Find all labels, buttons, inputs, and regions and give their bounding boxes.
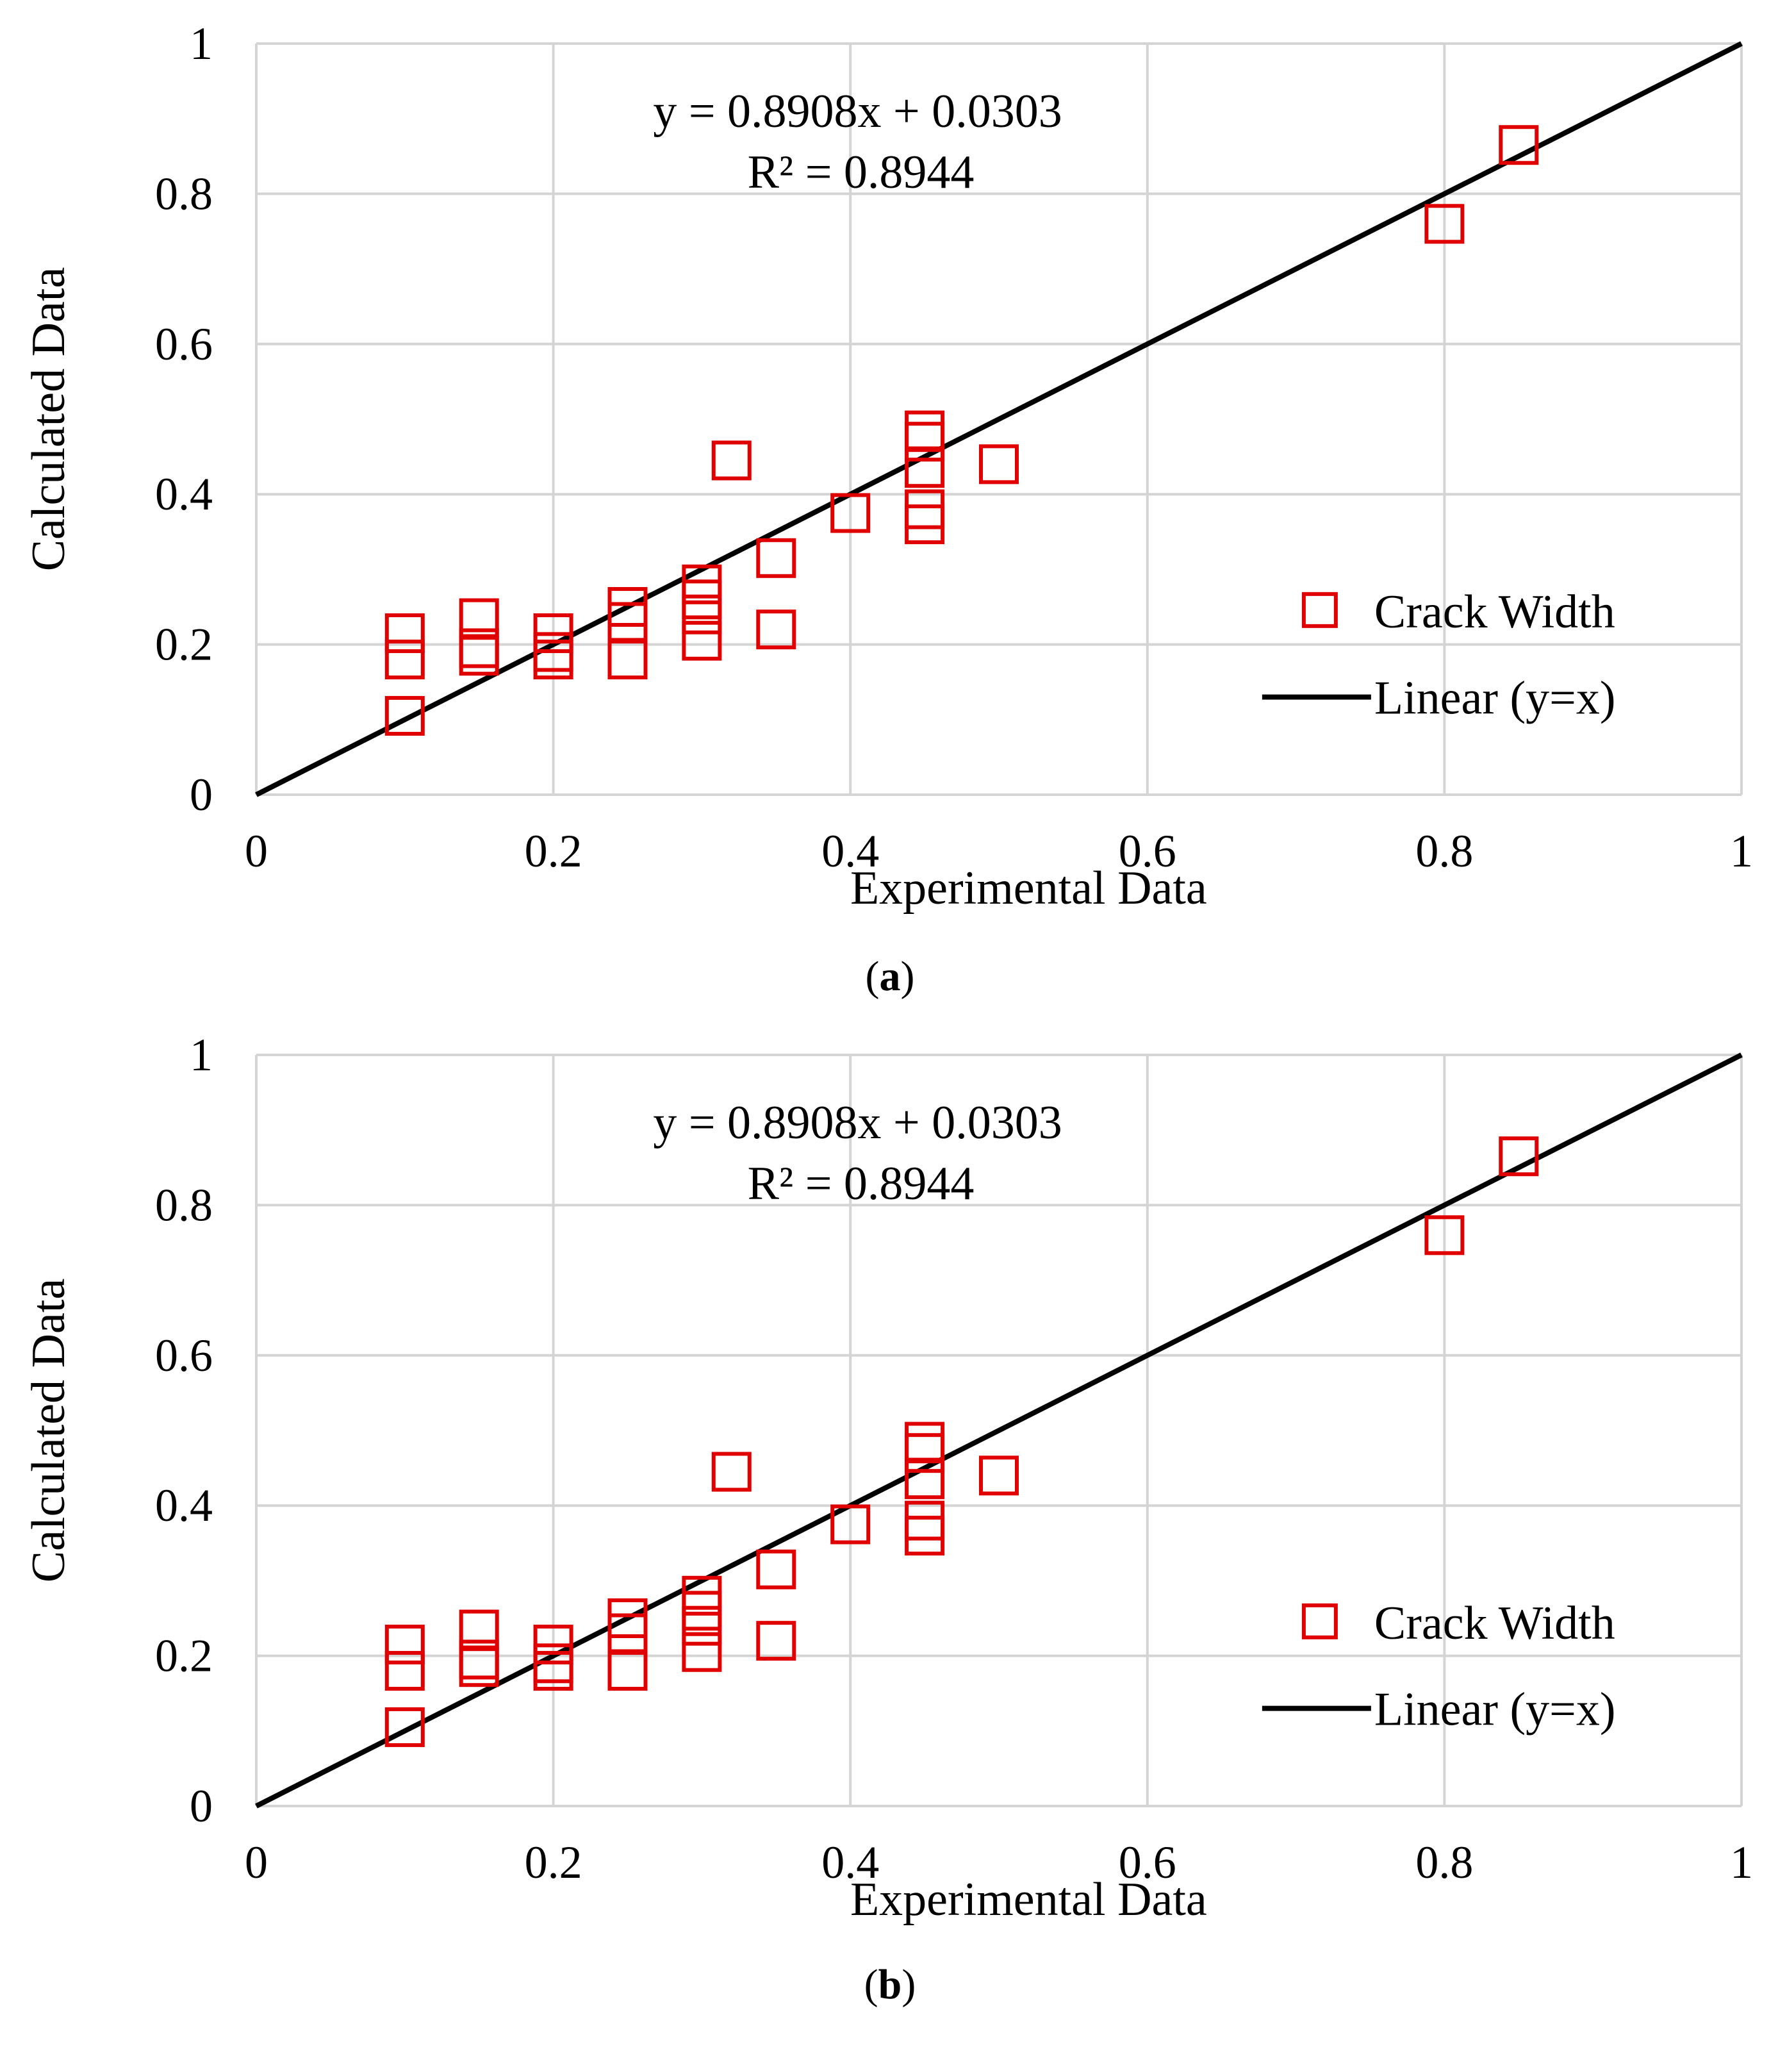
data-point-marker — [756, 1621, 796, 1661]
panel-label: (a) — [866, 953, 915, 1000]
data-point-marker — [830, 493, 871, 533]
panel-label: (b) — [864, 1961, 916, 2008]
data-point-marker — [682, 579, 722, 620]
legend: Crack Width Linear (y=x) — [1262, 586, 1616, 725]
r-squared-label: R² = 0.8944 — [748, 146, 975, 199]
data-point-marker — [979, 1455, 1019, 1496]
data-point-marker — [607, 640, 648, 680]
regression-equation: y = 0.8908x + 0.0303 — [653, 85, 1062, 138]
data-point-marker — [533, 640, 573, 680]
r-squared-label: R² = 0.8944 — [748, 1157, 975, 1210]
data-point-marker — [682, 1605, 722, 1646]
data-point-marker — [384, 613, 425, 654]
y-tick-label: 1 — [190, 1029, 213, 1081]
y-tick-label: 0.8 — [155, 168, 213, 219]
x-tick-label: 1 — [1730, 825, 1753, 877]
data-point-marker — [905, 422, 945, 462]
data-point-marker — [905, 504, 945, 545]
y-tick-label: 0.4 — [155, 1480, 213, 1531]
y-tick-label: 0.4 — [155, 468, 213, 520]
y-tick-label: 0 — [190, 1780, 213, 1832]
data-point-marker — [1499, 1136, 1539, 1177]
x-tick-label: 0.2 — [525, 825, 582, 877]
data-point-marker — [384, 695, 425, 736]
data-point-marker — [905, 1516, 945, 1556]
data-point-marker — [905, 1500, 945, 1541]
data-point-marker — [1424, 204, 1465, 244]
y-tick-label: 0.2 — [155, 619, 213, 670]
x-tick-label: 0 — [245, 1837, 268, 1888]
x-tick-label: 0.6 — [1119, 1837, 1176, 1888]
data-point-marker — [711, 440, 752, 481]
y-axis-title: Calculated Data — [22, 267, 75, 572]
y-tick-label: 0.2 — [155, 1630, 213, 1682]
x-tick-label: 0.8 — [1415, 825, 1473, 877]
legend-marker-square — [1301, 1603, 1338, 1639]
data-point-marker — [979, 444, 1019, 485]
data-point-marker — [905, 1421, 945, 1462]
data-point-marker — [905, 448, 945, 488]
data-point-marker — [384, 1651, 425, 1691]
series-line-linear — [255, 1052, 1743, 1809]
data-point-marker — [756, 609, 796, 650]
y-tick-label: 0 — [190, 769, 213, 820]
data-point-marker — [384, 640, 425, 680]
panel-label-letter: b — [878, 1961, 902, 2008]
x-tick-label: 0.8 — [1415, 1837, 1473, 1888]
data-point-marker — [682, 594, 722, 634]
y-tick-label: 0.6 — [155, 1330, 213, 1381]
data-point-marker — [459, 1647, 499, 1687]
y-tick-label: 0.8 — [155, 1179, 213, 1231]
data-point-marker — [905, 489, 945, 529]
data-point-marker — [1424, 1215, 1465, 1256]
legend-marker-square — [1301, 592, 1338, 628]
data-point-marker — [384, 1625, 425, 1665]
y-axis-title: Calculated Data — [22, 1279, 75, 1583]
x-tick-label: 0.4 — [821, 1837, 879, 1888]
legend-label: Crack Width — [1374, 586, 1615, 638]
x-tick-label: 0.2 — [525, 1837, 582, 1888]
data-point-marker — [682, 1591, 722, 1631]
legend-label: Linear (y=x) — [1374, 1684, 1616, 1736]
chart-panel-b: 0 0.2 0.4 0.6 0.8 1 0 0.2 0.4 0.6 0.8 1 Experimental… — [22, 1029, 1753, 1926]
data-point-marker — [905, 410, 945, 451]
regression-equation: y = 0.8908x + 0.0303 — [653, 1097, 1062, 1149]
legend: Crack Width Linear (y=x) — [1262, 1597, 1616, 1736]
data-point-marker — [459, 636, 499, 676]
data-point-marker — [607, 1651, 648, 1691]
x-tick-label: 0.6 — [1119, 825, 1176, 877]
data-point-marker — [682, 620, 722, 661]
data-point-marker — [711, 1452, 752, 1492]
chart-panel-a: 0 0.2 0.4 0.6 0.8 1 0 0.2 0.4 0.6 0.8 1 Experimental… — [22, 18, 1753, 915]
data-point-marker — [905, 1433, 945, 1473]
data-point-marker — [830, 1504, 871, 1545]
data-point-marker — [682, 1632, 722, 1672]
data-point-marker — [384, 1707, 425, 1747]
series-line-linear — [255, 41, 1743, 797]
x-axis-title: Experimental Data — [850, 862, 1207, 915]
x-tick-label: 0 — [245, 825, 268, 877]
y-tick-label: 0.6 — [155, 319, 213, 370]
legend-label: Linear (y=x) — [1374, 672, 1616, 725]
legend-label: Crack Width — [1374, 1597, 1615, 1650]
panel-label-letter: a — [880, 953, 901, 1000]
data-point-marker — [756, 538, 796, 578]
x-tick-label: 0.4 — [821, 825, 879, 877]
x-axis-title: Experimental Data — [850, 1873, 1207, 1926]
data-point-marker — [756, 1549, 796, 1589]
data-point-marker — [1499, 125, 1539, 165]
x-tick-label: 1 — [1730, 1837, 1753, 1888]
data-point-marker — [533, 1651, 573, 1691]
y-tick-label: 1 — [190, 18, 213, 69]
data-point-marker — [905, 1459, 945, 1500]
